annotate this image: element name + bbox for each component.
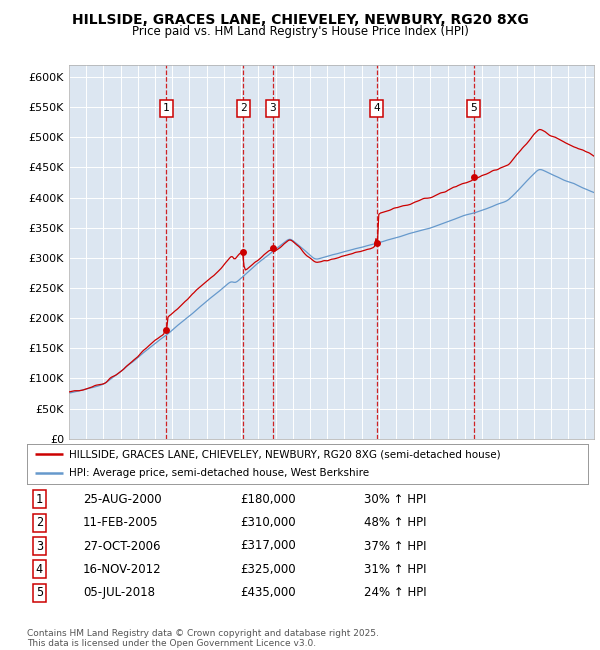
Text: Price paid vs. HM Land Registry's House Price Index (HPI): Price paid vs. HM Land Registry's House … <box>131 25 469 38</box>
Text: £310,000: £310,000 <box>240 516 296 529</box>
Text: £325,000: £325,000 <box>240 563 296 576</box>
Text: 2: 2 <box>36 516 43 529</box>
Text: HILLSIDE, GRACES LANE, CHIEVELEY, NEWBURY, RG20 8XG: HILLSIDE, GRACES LANE, CHIEVELEY, NEWBUR… <box>71 13 529 27</box>
Text: 27-OCT-2006: 27-OCT-2006 <box>83 540 161 552</box>
Text: 30% ↑ HPI: 30% ↑ HPI <box>364 493 426 506</box>
Text: 31% ↑ HPI: 31% ↑ HPI <box>364 563 426 576</box>
Text: Contains HM Land Registry data © Crown copyright and database right 2025.
This d: Contains HM Land Registry data © Crown c… <box>27 629 379 648</box>
Text: 2: 2 <box>239 103 247 113</box>
Text: HILLSIDE, GRACES LANE, CHIEVELEY, NEWBURY, RG20 8XG (semi-detached house): HILLSIDE, GRACES LANE, CHIEVELEY, NEWBUR… <box>69 449 500 459</box>
Text: 24% ↑ HPI: 24% ↑ HPI <box>364 586 426 599</box>
Text: 48% ↑ HPI: 48% ↑ HPI <box>364 516 426 529</box>
Text: 4: 4 <box>36 563 43 576</box>
Text: 5: 5 <box>36 586 43 599</box>
Text: 3: 3 <box>36 540 43 552</box>
Text: £180,000: £180,000 <box>240 493 296 506</box>
Text: 11-FEB-2005: 11-FEB-2005 <box>83 516 158 529</box>
Text: 1: 1 <box>36 493 43 506</box>
Text: £435,000: £435,000 <box>240 586 296 599</box>
Text: £317,000: £317,000 <box>240 540 296 552</box>
Text: 05-JUL-2018: 05-JUL-2018 <box>83 586 155 599</box>
Text: HPI: Average price, semi-detached house, West Berkshire: HPI: Average price, semi-detached house,… <box>69 468 369 478</box>
Text: 5: 5 <box>470 103 477 113</box>
Text: 37% ↑ HPI: 37% ↑ HPI <box>364 540 426 552</box>
Text: 25-AUG-2000: 25-AUG-2000 <box>83 493 162 506</box>
Text: 1: 1 <box>163 103 170 113</box>
Text: 16-NOV-2012: 16-NOV-2012 <box>83 563 162 576</box>
Text: 3: 3 <box>269 103 276 113</box>
Text: 4: 4 <box>373 103 380 113</box>
